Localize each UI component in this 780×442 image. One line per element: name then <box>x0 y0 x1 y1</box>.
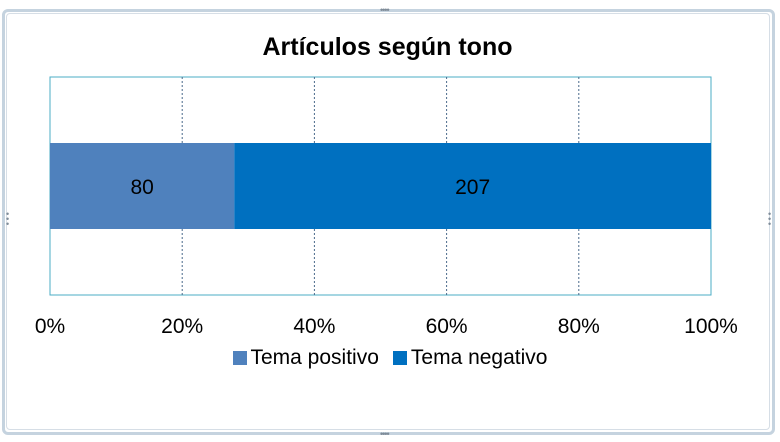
x-tick-label: 60% <box>426 315 468 338</box>
chart-title: Artículos según tono <box>262 33 513 61</box>
x-tick-label: 100% <box>684 315 738 338</box>
legend-swatch <box>232 351 247 365</box>
legend-item: Tema negativo <box>392 346 548 370</box>
legend: Tema positivo Tema negativo <box>0 346 780 370</box>
bar-segment <box>234 143 712 229</box>
legend-label: Tema negativo <box>410 346 548 369</box>
legend-item: Tema positivo <box>232 346 379 370</box>
resize-handle-right[interactable]: • • • <box>768 209 772 229</box>
x-tick-label: 40% <box>293 315 335 338</box>
x-tick-label: 80% <box>558 315 600 338</box>
data-label: 207 <box>455 176 490 199</box>
resize-handle-left[interactable]: • • • <box>6 209 10 229</box>
bar-segment <box>50 143 235 229</box>
data-label: 80 <box>130 176 153 199</box>
resize-handle-bottom[interactable]: •••• <box>380 429 390 439</box>
chart-frame <box>2 9 775 435</box>
x-tick-label: 0% <box>35 315 65 338</box>
legend-swatch <box>392 351 407 365</box>
legend-label: Tema positivo <box>250 346 379 369</box>
resize-handle-top[interactable]: •••• <box>380 5 390 15</box>
x-tick-label: 20% <box>161 315 203 338</box>
